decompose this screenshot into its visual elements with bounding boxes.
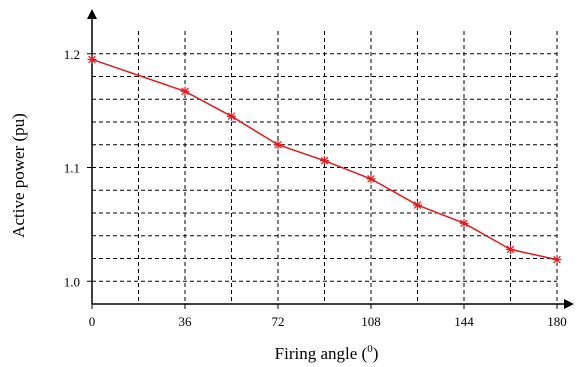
series-line [91, 58, 558, 261]
x-tick-label: 108 [361, 314, 381, 329]
axes [87, 9, 574, 309]
data-point-marker [87, 54, 97, 64]
data-point-marker [366, 174, 376, 184]
data-point-marker [459, 218, 469, 228]
y-tick-labels: 1.0 1.1 1.2 [64, 47, 92, 289]
x-tick-label: 180 [547, 314, 567, 329]
data-point-marker [552, 255, 562, 265]
data-point-marker [413, 200, 422, 210]
x-tick-label: 0 [89, 314, 96, 329]
data-point-marker [227, 111, 236, 121]
x-tick-label: 72 [272, 314, 285, 329]
grid-lines [92, 31, 558, 304]
x-axis-title: Firing angle (0) [275, 343, 379, 363]
y-axis-title: Active power (pu) [9, 113, 28, 238]
data-point-marker [180, 86, 190, 96]
y-tick-label: 1.0 [64, 274, 80, 289]
x-tick-label: 144 [454, 314, 474, 329]
y-tick-label: 1.1 [64, 161, 80, 176]
data-point-marker [320, 156, 329, 166]
data-point-marker [273, 140, 283, 150]
series-group [87, 54, 562, 265]
y-tick-label: 1.2 [64, 47, 80, 62]
x-tick-labels: 0 36 72 108 144 180 [89, 304, 567, 329]
data-point-marker [506, 244, 515, 254]
x-tick-label: 36 [179, 314, 193, 329]
